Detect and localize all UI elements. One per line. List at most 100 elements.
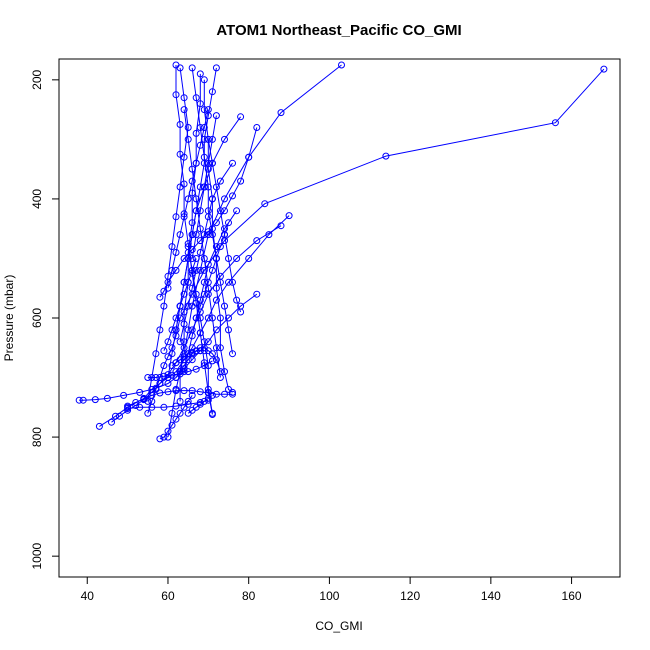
data-point bbox=[188, 387, 196, 395]
data-point bbox=[188, 189, 196, 197]
series-line bbox=[187, 246, 213, 414]
data-point bbox=[208, 88, 216, 96]
data-point bbox=[152, 374, 160, 381]
data-point bbox=[200, 278, 208, 286]
data-point bbox=[192, 347, 200, 355]
data-point bbox=[225, 219, 232, 227]
data-point bbox=[184, 326, 192, 334]
data-point bbox=[132, 399, 140, 406]
data-point bbox=[204, 338, 212, 346]
data-point bbox=[95, 422, 103, 430]
data-point bbox=[196, 249, 204, 256]
data-point bbox=[184, 195, 192, 203]
data-point bbox=[196, 237, 204, 245]
data-point bbox=[176, 409, 184, 417]
data-point bbox=[245, 153, 253, 161]
data-point bbox=[168, 421, 176, 429]
data-point bbox=[180, 362, 188, 370]
data-point bbox=[164, 388, 172, 396]
data-point bbox=[160, 287, 168, 295]
data-point bbox=[212, 284, 220, 292]
data-point bbox=[180, 278, 188, 286]
data-point bbox=[172, 326, 180, 334]
data-point bbox=[192, 255, 200, 262]
data-point bbox=[237, 177, 245, 185]
data-point bbox=[168, 409, 176, 417]
data-point bbox=[204, 231, 212, 239]
data-point bbox=[208, 357, 216, 365]
data-point bbox=[180, 308, 188, 316]
data-point bbox=[196, 329, 204, 337]
data-point bbox=[148, 374, 156, 381]
data-point bbox=[152, 384, 160, 392]
data-point bbox=[204, 228, 212, 236]
chart-title: ATOM1 Northeast_Pacific CO_GMI bbox=[216, 22, 461, 39]
data-point bbox=[168, 350, 176, 358]
data-point bbox=[75, 396, 83, 404]
x-tick-label: 160 bbox=[562, 589, 582, 603]
data-point bbox=[124, 405, 132, 412]
data-point bbox=[116, 412, 123, 420]
x-axis-label: CO_GMI bbox=[315, 619, 362, 633]
data-point bbox=[172, 374, 180, 381]
data-point bbox=[204, 159, 212, 167]
data-point bbox=[208, 350, 216, 358]
data-point bbox=[237, 113, 245, 121]
series-line bbox=[79, 293, 258, 401]
data-point bbox=[192, 365, 200, 373]
data-point bbox=[200, 183, 208, 191]
data-point bbox=[212, 296, 220, 304]
data-point bbox=[180, 255, 188, 262]
data-point bbox=[192, 195, 200, 203]
data-point bbox=[216, 177, 224, 185]
data-point bbox=[204, 135, 212, 143]
data-point bbox=[253, 237, 261, 245]
data-point bbox=[164, 374, 172, 381]
data-point bbox=[192, 159, 200, 167]
data-point bbox=[91, 396, 99, 404]
data-point bbox=[176, 338, 184, 346]
data-point bbox=[148, 391, 156, 399]
data-point bbox=[196, 302, 204, 310]
data-point bbox=[261, 200, 269, 208]
data-point bbox=[204, 314, 212, 322]
data-point bbox=[172, 266, 180, 274]
data-point bbox=[184, 243, 192, 251]
data-point bbox=[200, 338, 208, 346]
data-point bbox=[216, 314, 224, 322]
data-point bbox=[188, 269, 196, 277]
data-point bbox=[208, 391, 216, 399]
y-tick-label: 400 bbox=[30, 189, 44, 209]
data-point bbox=[180, 290, 188, 298]
data-point bbox=[176, 314, 184, 322]
data-point bbox=[221, 390, 228, 398]
data-point bbox=[200, 106, 208, 114]
data-point bbox=[188, 177, 196, 185]
data-point bbox=[196, 124, 204, 131]
data-point bbox=[164, 427, 172, 435]
data-point bbox=[192, 314, 200, 322]
data-point bbox=[180, 210, 188, 218]
data-point bbox=[208, 314, 216, 322]
data-point bbox=[204, 106, 212, 114]
data-point bbox=[229, 350, 236, 358]
data-point bbox=[200, 362, 208, 370]
data-point bbox=[233, 255, 241, 262]
data-point bbox=[221, 368, 228, 376]
series-line bbox=[175, 67, 217, 330]
data-point bbox=[196, 207, 204, 215]
data-point bbox=[180, 180, 188, 188]
series-line bbox=[187, 394, 213, 414]
data-point bbox=[208, 409, 216, 417]
plot-area bbox=[75, 61, 608, 443]
data-point bbox=[152, 350, 160, 358]
data-point bbox=[160, 433, 168, 441]
y-tick-label: 200 bbox=[30, 70, 44, 90]
data-point bbox=[233, 296, 241, 304]
series-line bbox=[191, 115, 217, 259]
data-point bbox=[124, 402, 132, 410]
data-point bbox=[204, 183, 212, 191]
data-point bbox=[204, 260, 212, 268]
data-point bbox=[229, 192, 236, 200]
data-point bbox=[216, 344, 224, 352]
